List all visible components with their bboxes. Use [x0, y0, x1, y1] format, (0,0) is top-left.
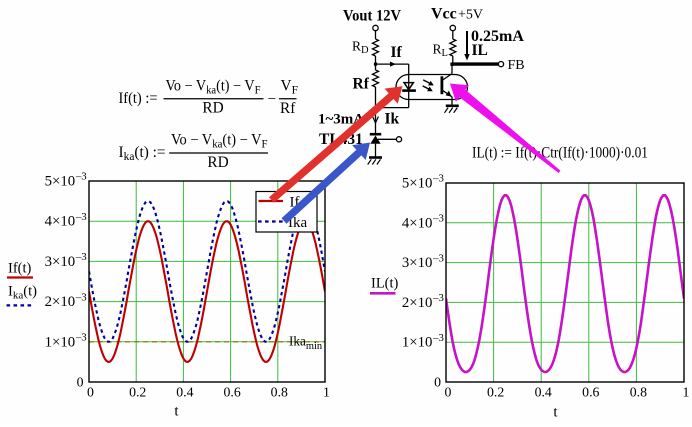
svg-text:If(t): If(t) — [8, 261, 32, 277]
svg-text:If(t) :=: If(t) := — [119, 90, 158, 107]
svg-text:0.4: 0.4 — [176, 385, 193, 400]
svg-text:0.8: 0.8 — [271, 385, 288, 400]
svg-text:t: t — [553, 405, 558, 421]
svg-text:3×10: 3×10 — [45, 254, 76, 270]
svg-text:Vout 12V: Vout 12V — [343, 8, 401, 25]
svg-text:Ika: Ika — [288, 215, 307, 231]
svg-text:FB: FB — [508, 58, 525, 73]
svg-text:–3: –3 — [432, 213, 444, 225]
svg-text:0.4: 0.4 — [535, 385, 552, 400]
svg-text:5×10: 5×10 — [45, 174, 76, 190]
svg-text:2×10: 2×10 — [402, 295, 433, 311]
svg-text:1×10: 1×10 — [402, 335, 433, 351]
svg-text:–3: –3 — [432, 332, 444, 344]
svg-text:4×10: 4×10 — [45, 214, 76, 230]
svg-text:−: − — [268, 91, 277, 108]
svg-text:–3: –3 — [75, 171, 87, 183]
svg-text:0: 0 — [445, 385, 452, 400]
svg-text:0: 0 — [434, 375, 441, 390]
svg-text:1: 1 — [683, 385, 690, 400]
svg-text:–3: –3 — [75, 332, 87, 344]
svg-text:0.6: 0.6 — [582, 385, 599, 400]
svg-text:–3: –3 — [432, 252, 444, 264]
svg-text:–3: –3 — [75, 291, 87, 303]
svg-text:–3: –3 — [75, 251, 87, 263]
svg-text:Vo − Vka(t) − VF: Vo − Vka(t) − VF — [171, 132, 268, 151]
svg-text:0.2: 0.2 — [487, 385, 504, 400]
svg-text:+5V: +5V — [458, 8, 483, 23]
svg-text:Rf: Rf — [353, 76, 370, 93]
svg-text:Ika(t): Ika(t) — [8, 284, 37, 302]
svg-text:0.8: 0.8 — [630, 385, 647, 400]
svg-text:IL: IL — [472, 42, 488, 59]
svg-text:1: 1 — [323, 385, 330, 400]
svg-text:4×10: 4×10 — [402, 215, 433, 231]
svg-text:3×10: 3×10 — [402, 255, 433, 271]
svg-text:Vcc: Vcc — [431, 6, 457, 23]
svg-text:0.6: 0.6 — [223, 385, 240, 400]
svg-text:If: If — [391, 44, 403, 61]
svg-text:0.25mA: 0.25mA — [471, 28, 524, 45]
svg-text:5×10: 5×10 — [402, 176, 433, 192]
svg-text:Ik: Ik — [385, 111, 400, 128]
svg-text:IL(t): IL(t) — [371, 276, 399, 292]
svg-text:–3: –3 — [432, 173, 444, 185]
svg-text:0: 0 — [87, 385, 94, 400]
svg-text:0: 0 — [77, 375, 84, 390]
svg-text:2×10: 2×10 — [45, 294, 76, 310]
svg-text:RD: RD — [202, 100, 223, 117]
svg-text:RD: RD — [207, 154, 228, 171]
svg-text:t: t — [174, 404, 179, 420]
svg-text:–3: –3 — [432, 292, 444, 304]
svg-text:Vo − Vka(t) − VF: Vo − Vka(t) − VF — [166, 78, 261, 97]
svg-text:If: If — [290, 195, 300, 211]
svg-text:1×10: 1×10 — [45, 334, 76, 350]
svg-text:0.2: 0.2 — [129, 385, 146, 400]
svg-text:Rf: Rf — [280, 100, 296, 117]
svg-text:–3: –3 — [75, 211, 87, 223]
svg-text:IL(t) := If(t)·Ctr(If(t)·1000): IL(t) := If(t)·Ctr(If(t)·1000)·0.01 — [472, 145, 648, 162]
svg-text:1~3mA: 1~3mA — [318, 112, 364, 128]
